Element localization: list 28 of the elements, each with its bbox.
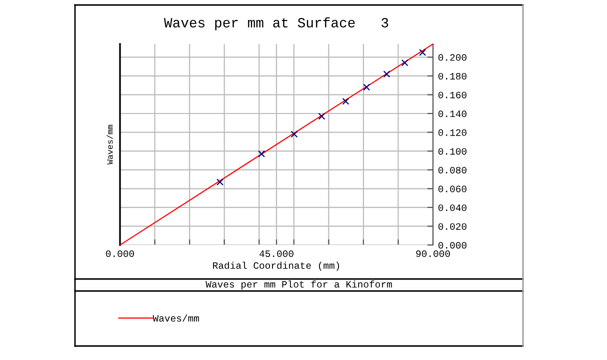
y-tick-label: 0.160 <box>438 92 466 98</box>
point <box>383 70 390 78</box>
y-tick-label: 0.140 <box>438 110 466 118</box>
point <box>318 112 326 120</box>
y-tick-label: 0.200 <box>438 54 466 61</box>
y-tick-label: 0.000 <box>438 242 466 249</box>
y-tick-label: 0.020 <box>438 223 466 230</box>
y-axis-title: Waves/mm <box>106 124 113 165</box>
x-tick-label: 0.000 <box>106 250 134 257</box>
point <box>290 130 298 138</box>
chart-title: Waves per mm at Surface 3 <box>164 17 388 30</box>
x-tick-label: 90.000 <box>416 250 450 257</box>
y-tick-label: 0.040 <box>438 204 466 212</box>
x-axis-title: Radial Coordinate (mm) <box>213 262 340 271</box>
point <box>419 48 426 56</box>
y-tick-label: 0.100 <box>438 148 466 155</box>
y-tick-label: 0.060 <box>438 186 466 192</box>
point <box>363 84 370 91</box>
legend-label: Waves/mm <box>152 314 199 322</box>
point <box>401 59 408 66</box>
y-tick-label: 0.180 <box>438 72 466 80</box>
point <box>216 178 224 186</box>
y-tick-label: 0.080 <box>438 166 466 174</box>
x-tick-label: 45.000 <box>259 250 294 257</box>
y-tick-label: 0.120 <box>438 129 466 136</box>
text: Waves per mm Plot for a Kinoform <box>206 280 392 290</box>
point <box>258 150 266 158</box>
point <box>342 98 350 105</box>
